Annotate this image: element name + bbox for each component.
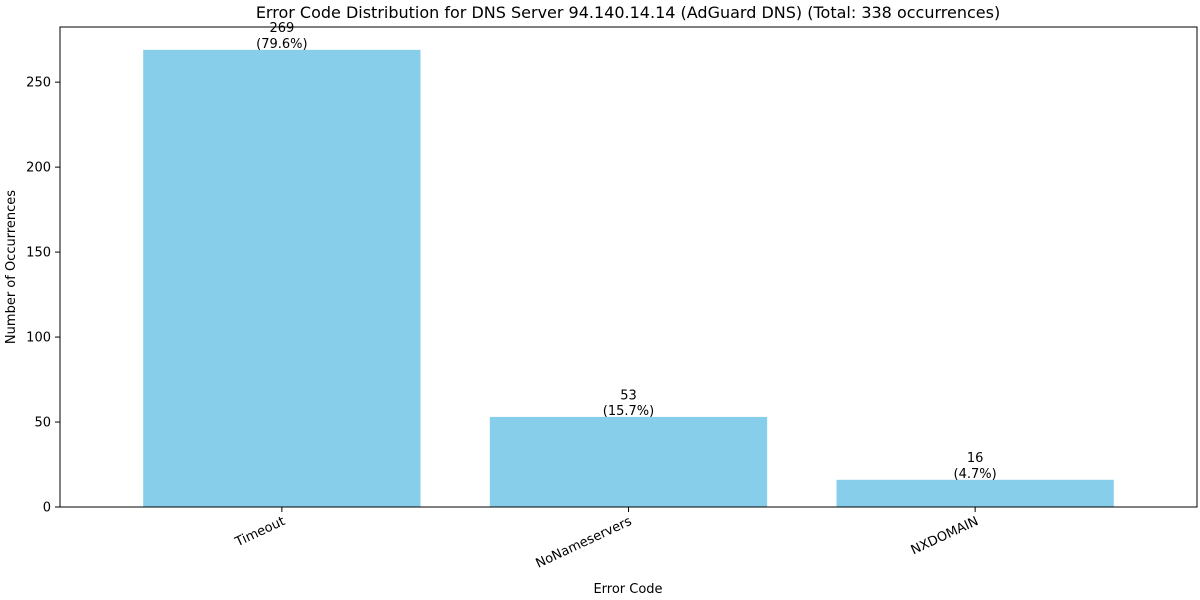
bar-nxdomain: [836, 479, 1114, 507]
x-tick-label-nxdomain: NXDOMAIN: [909, 514, 981, 558]
y-tick-label: 200: [26, 161, 51, 176]
y-tick-label: 150: [26, 246, 51, 261]
bar-timeout: [143, 49, 421, 507]
y-tick-label: 100: [26, 331, 51, 346]
x-tick-label-timeout: Timeout: [232, 514, 287, 550]
data-label-nxdomain: 16 (4.7%): [954, 451, 997, 482]
chart-title: Error Code Distribution for DNS Server 9…: [256, 3, 1000, 22]
x-axis: Timeout NoNameservers NXDOMAIN: [232, 507, 981, 572]
x-axis-label: Error Code: [593, 582, 662, 597]
x-tick-label-nonameservers: NoNameservers: [534, 514, 635, 572]
y-tick-label: 50: [34, 416, 51, 431]
data-label-nonameservers: 53 (15.7%): [603, 388, 654, 419]
bar-nonameservers: [489, 416, 768, 507]
plot-area: 269 (79.6%) 53 (15.7%) 16 (4.7%): [143, 21, 1114, 507]
data-label-timeout: 269 (79.6%): [256, 21, 307, 52]
y-tick-label: 250: [26, 76, 51, 91]
y-axis: 0 50 100 150 200 250: [26, 76, 60, 516]
y-tick-label: 0: [43, 501, 51, 516]
y-axis-label: Number of Occurrences: [4, 190, 19, 344]
